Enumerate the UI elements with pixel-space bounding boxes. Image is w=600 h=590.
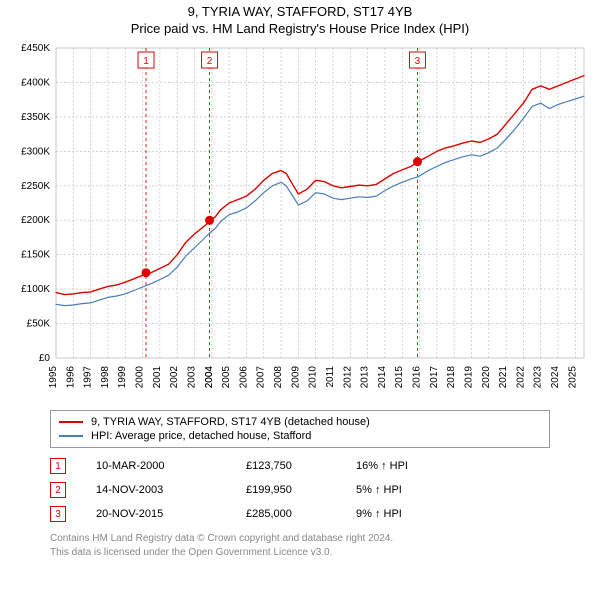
sale-delta: 9% ↑ HPI — [356, 508, 456, 520]
svg-text:1998: 1998 — [100, 366, 111, 389]
svg-text:2024: 2024 — [550, 366, 561, 389]
svg-text:2: 2 — [207, 56, 213, 67]
svg-text:2015: 2015 — [394, 366, 405, 389]
svg-text:£100K: £100K — [21, 284, 50, 295]
svg-text:2019: 2019 — [463, 366, 474, 389]
svg-text:2021: 2021 — [498, 366, 509, 389]
footnote-line: This data is licensed under the Open Gov… — [50, 546, 550, 560]
sale-marker-icon: 3 — [50, 506, 66, 522]
svg-text:2025: 2025 — [567, 366, 578, 389]
sale-date: 20-NOV-2015 — [96, 508, 216, 520]
svg-text:2014: 2014 — [377, 366, 388, 389]
sales-row: 2 14-NOV-2003 £199,950 5% ↑ HPI — [50, 478, 550, 502]
svg-text:2007: 2007 — [256, 366, 267, 389]
legend-label-hpi: HPI: Average price, detached house, Staf… — [91, 430, 311, 442]
svg-text:2003: 2003 — [186, 366, 197, 389]
line-chart: £0 £50K £100K £150K £200K £250K £300K £350K £400… — [6, 42, 594, 402]
svg-text:3: 3 — [415, 56, 421, 67]
sale-date: 10-MAR-2000 — [96, 460, 216, 472]
svg-text:£400K: £400K — [21, 77, 50, 88]
svg-text:2017: 2017 — [429, 366, 440, 389]
sales-row: 1 10-MAR-2000 £123,750 16% ↑ HPI — [50, 454, 550, 478]
legend-item-property: 9, TYRIA WAY, STAFFORD, ST17 4YB (detach… — [59, 415, 541, 429]
sale-price: £123,750 — [246, 460, 326, 472]
svg-text:2009: 2009 — [290, 366, 301, 389]
sale-delta: 16% ↑ HPI — [356, 460, 456, 472]
legend-label-property: 9, TYRIA WAY, STAFFORD, ST17 4YB (detach… — [91, 416, 370, 428]
svg-text:1995: 1995 — [48, 366, 59, 389]
svg-text:£50K: £50K — [27, 319, 51, 330]
svg-text:£350K: £350K — [21, 112, 50, 123]
sale-marker-icon: 1 — [50, 458, 66, 474]
chart-title-subtitle: Price paid vs. HM Land Registry's House … — [6, 21, 594, 36]
sales-row: 3 20-NOV-2015 £285,000 9% ↑ HPI — [50, 502, 550, 526]
svg-text:2016: 2016 — [412, 366, 423, 389]
svg-text:2001: 2001 — [152, 366, 163, 389]
legend-swatch-property — [59, 421, 83, 423]
svg-text:2008: 2008 — [273, 366, 284, 389]
svg-text:2002: 2002 — [169, 366, 180, 389]
svg-text:2000: 2000 — [135, 366, 146, 389]
svg-text:1997: 1997 — [83, 366, 94, 389]
svg-text:£300K: £300K — [21, 146, 50, 157]
sale-marker-icon: 2 — [50, 482, 66, 498]
sale-delta: 5% ↑ HPI — [356, 484, 456, 496]
sale-date: 14-NOV-2003 — [96, 484, 216, 496]
chart-area: £0 £50K £100K £150K £200K £250K £300K £350K £400… — [6, 42, 594, 402]
svg-text:2011: 2011 — [325, 366, 336, 388]
sale-price: £199,950 — [246, 484, 326, 496]
svg-text:2005: 2005 — [221, 366, 232, 389]
svg-text:2004: 2004 — [204, 366, 215, 389]
title-block: 9, TYRIA WAY, STAFFORD, ST17 4YB Price p… — [6, 4, 594, 36]
svg-text:2020: 2020 — [481, 366, 492, 389]
svg-text:£0: £0 — [39, 353, 51, 364]
svg-text:£250K: £250K — [21, 181, 50, 192]
svg-text:2006: 2006 — [238, 366, 249, 389]
svg-text:2023: 2023 — [533, 366, 544, 389]
svg-text:1996: 1996 — [65, 366, 76, 389]
svg-text:£450K: £450K — [21, 43, 50, 54]
svg-text:2018: 2018 — [446, 366, 457, 389]
svg-text:£150K: £150K — [21, 250, 50, 261]
sale-price: £285,000 — [246, 508, 326, 520]
legend-swatch-hpi — [59, 435, 83, 437]
chart-title-address: 9, TYRIA WAY, STAFFORD, ST17 4YB — [6, 4, 594, 19]
svg-text:2022: 2022 — [515, 366, 526, 389]
legend: 9, TYRIA WAY, STAFFORD, ST17 4YB (detach… — [50, 410, 550, 448]
svg-text:1999: 1999 — [117, 366, 128, 389]
legend-item-hpi: HPI: Average price, detached house, Staf… — [59, 429, 541, 443]
svg-text:£200K: £200K — [21, 215, 50, 226]
svg-text:2010: 2010 — [308, 366, 319, 389]
footnote: Contains HM Land Registry data © Crown c… — [50, 532, 550, 559]
sales-table: 1 10-MAR-2000 £123,750 16% ↑ HPI 2 14-NO… — [50, 454, 550, 526]
footnote-line: Contains HM Land Registry data © Crown c… — [50, 532, 550, 546]
svg-text:2012: 2012 — [342, 366, 353, 389]
svg-text:2013: 2013 — [360, 366, 371, 389]
page-root: 9, TYRIA WAY, STAFFORD, ST17 4YB Price p… — [0, 0, 600, 563]
svg-text:1: 1 — [143, 56, 149, 67]
